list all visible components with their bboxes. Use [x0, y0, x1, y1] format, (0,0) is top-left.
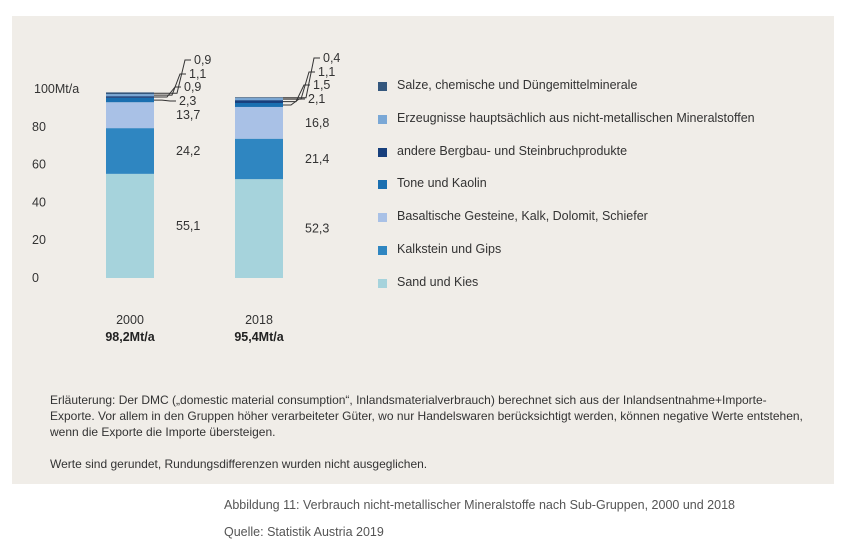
y-tick-label-60: 60 — [32, 158, 46, 172]
x-category-label-2018: 2018 — [245, 313, 273, 327]
bar-segment-2018-4 — [235, 102, 283, 107]
data-label-2000-3: 13,7 — [176, 108, 200, 122]
legend-label: Sand und Kies — [397, 274, 479, 289]
leader-line-2000-7 — [154, 59, 191, 94]
bar-segment-2018-1 — [235, 179, 283, 278]
note-paragraph-2: Werte sind gerundet, Rundungsdifferenzen… — [50, 457, 428, 471]
data-label-2000-7: 0,9 — [194, 53, 211, 67]
y-tick-label-20: 20 — [32, 233, 46, 247]
data-label-2000-4: 2,3 — [179, 94, 196, 108]
data-label-2018-6: 1,1 — [318, 65, 335, 79]
legend-label: Erzeugnisse hauptsächlich aus nicht-meta… — [397, 110, 755, 125]
legend-swatch — [378, 82, 387, 91]
bar-segment-2018-2 — [235, 138, 283, 180]
figure-source: Quelle: Statistik Austria 2019 — [224, 525, 384, 539]
leader-line-2018-6 — [283, 71, 315, 100]
y-tick-label-80: 80 — [32, 120, 46, 134]
x-category-total-2000: 98,2Mt/a — [105, 330, 155, 344]
leader-line-2018-5 — [283, 84, 310, 103]
legend-label: Kalkstein und Gips — [397, 242, 502, 256]
y-tick-label-0: 0 — [32, 271, 39, 285]
bar-segment-2000-5 — [106, 96, 154, 98]
legend-label: Salze, chemische und Düngemittelminerale — [397, 78, 638, 92]
data-label-2018-5: 1,5 — [313, 78, 330, 92]
note-paragraph-1: Erläuterung: Der DMC („domestic material… — [50, 393, 803, 439]
bar-segment-2000-2 — [106, 128, 154, 174]
bar-segment-2000-1 — [106, 173, 154, 278]
leader-line-2000-6 — [154, 73, 186, 96]
legend-label: Basaltische Gesteine, Kalk, Dolomit, Sch… — [397, 209, 648, 224]
leader-line-2018-7 — [283, 57, 320, 99]
bar-segment-2000-7 — [106, 92, 154, 95]
legend-swatch — [378, 147, 387, 157]
bar-segment-2018-5 — [235, 100, 283, 103]
chart-panel: 0 20 40 60 80 100Mt/a 2000 98,2Mt/a 55,1 24,2 13,7… — [12, 16, 834, 484]
data-label-2000-2: 24,2 — [176, 144, 200, 158]
data-label-2000-1: 55,1 — [176, 219, 200, 233]
legend-swatch — [378, 278, 387, 288]
bar-segment-2018-6 — [235, 98, 283, 101]
explanation-note: Erläuterung: Der DMC („domestic material… — [50, 392, 810, 472]
bar-segment-2000-3 — [106, 102, 154, 129]
bar-segment-2018-3 — [235, 106, 283, 139]
data-label-2018-4: 2,1 — [308, 92, 325, 106]
data-label-2018-7: 0,4 — [323, 51, 340, 65]
legend-swatch — [378, 213, 387, 223]
legend-swatch — [378, 180, 387, 190]
legend-swatch — [378, 246, 387, 255]
bar-segment-2000-6 — [106, 94, 154, 97]
data-label-2018-1: 52,3 — [305, 222, 329, 236]
data-label-2018-2: 21,4 — [305, 152, 329, 166]
bar-segment-2000-4 — [106, 97, 154, 103]
data-label-2018-3: 16,8 — [305, 116, 329, 130]
legend-label: andere Bergbau- und Steinbruchprodukte — [397, 143, 628, 158]
y-tick-label-100: 100Mt/a — [34, 82, 79, 96]
data-label-2000-6: 1,1 — [189, 67, 206, 81]
x-category-label-2000: 2000 — [116, 313, 144, 327]
data-label-2000-5: 0,9 — [184, 80, 201, 94]
bar-segment-2018-7 — [235, 97, 283, 99]
y-tick-label-40: 40 — [32, 195, 46, 209]
leader-line-2000-4 — [154, 99, 176, 102]
legend-label: Tone und Kaolin — [397, 176, 487, 191]
figure-caption: Abbildung 11: Verbrauch nicht-metallisch… — [224, 498, 735, 512]
legend-swatch — [378, 114, 387, 124]
x-category-total-2018: 95,4Mt/a — [234, 330, 284, 344]
stacked-bar-chart: 0 20 40 60 80 100Mt/a 2000 98,2Mt/a 55,1 24,2 13,7… — [32, 51, 340, 344]
